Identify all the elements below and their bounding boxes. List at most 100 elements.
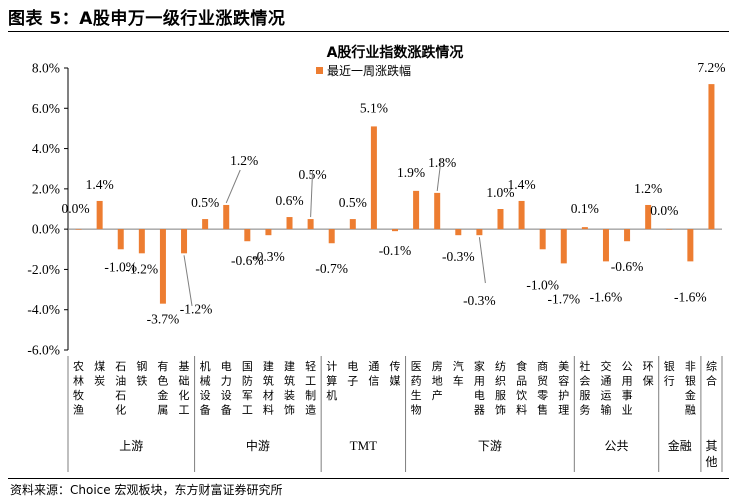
y-tick-label: -2.0% (27, 262, 60, 277)
leader-line (478, 237, 486, 284)
data-label: -0.6% (611, 259, 644, 274)
data-label: -3.7% (147, 312, 180, 327)
data-label: -0.6% (231, 253, 264, 268)
y-tick-label: 2.0% (32, 181, 60, 196)
bar (560, 229, 567, 264)
leader-line (310, 169, 314, 218)
data-label: -0.3% (442, 249, 475, 264)
data-label: -0.3% (463, 293, 496, 308)
data-label: -1.0% (526, 277, 559, 292)
data-label: -1.6% (674, 289, 707, 304)
data-label: -0.3% (252, 249, 285, 264)
category-label: 银行 (664, 359, 675, 388)
group-label: 其他 (705, 439, 717, 469)
bar (687, 229, 694, 262)
bar (138, 229, 145, 254)
category-label: 通信 (368, 360, 379, 388)
bar (307, 219, 314, 230)
y-tick-label: -4.0% (27, 302, 60, 317)
category-label: 建筑材料 (263, 359, 274, 417)
bar (181, 229, 188, 254)
data-label: 0.5% (339, 195, 367, 210)
data-label: 0.6% (275, 193, 303, 208)
data-label: 1.2% (230, 153, 258, 168)
figure-title: 图表 5：A股申万一级行业涨跌情况 (8, 9, 286, 29)
legend-label: 最近一周涨跌幅 (327, 63, 411, 78)
y-tick-label: 6.0% (32, 101, 60, 116)
category-label: 公用事业 (622, 360, 633, 417)
bar (581, 227, 588, 230)
group-label: 上游 (119, 439, 143, 453)
category-label: 美容护理 (558, 360, 569, 417)
data-label: 1.8% (428, 155, 456, 170)
data-label: -1.2% (126, 261, 159, 276)
bar (497, 209, 504, 230)
category-label: 房地产 (432, 360, 443, 402)
bar (244, 229, 251, 242)
category-label: 交通运输 (600, 359, 611, 417)
data-label: -1.0% (104, 259, 137, 274)
data-label: -0.7% (315, 261, 348, 276)
footer-divider (8, 478, 729, 479)
data-label: -1.6% (590, 289, 623, 304)
category-label: 钢铁 (136, 360, 147, 388)
group-label: 金融 (668, 438, 692, 453)
category-label: 综合 (706, 359, 717, 388)
group-label: 中游 (246, 438, 270, 453)
group-label: 公共 (605, 439, 629, 453)
data-label: 0.1% (571, 201, 599, 216)
data-label: 1.0% (486, 185, 514, 200)
category-label: 电力设备 (221, 360, 232, 417)
bar (518, 200, 525, 230)
bar (159, 229, 166, 304)
category-label: 机械设备 (200, 359, 211, 417)
data-label: 0.0% (61, 201, 89, 216)
bar (455, 229, 462, 236)
bar (202, 219, 209, 230)
category-label: 有色金属 (157, 359, 168, 417)
category-label: 农林牧渔 (73, 359, 84, 417)
data-label: 0.0% (650, 203, 678, 218)
category-label: 石油石化 (115, 360, 126, 417)
y-tick-label: 0.0% (32, 222, 60, 237)
bar (223, 204, 230, 230)
data-label: -1.7% (547, 291, 580, 306)
data-label: 7.2% (697, 60, 725, 75)
category-label: 传媒 (390, 360, 401, 388)
source-note: 资料来源：Choice 宏观板块，东方财富证券研究所 (10, 483, 283, 497)
category-label: 汽车 (453, 359, 464, 388)
category-label: 医药生物 (411, 360, 422, 417)
bar (96, 200, 103, 230)
bar (666, 229, 673, 230)
bar (708, 84, 715, 230)
category-label: 国防军工 (242, 360, 253, 417)
category-label: 煤炭 (94, 360, 105, 388)
category-label: 基础化工 (179, 360, 190, 417)
legend-swatch (316, 67, 323, 74)
category-label: 建筑装饰 (284, 359, 295, 417)
category-label: 商贸零售 (537, 359, 548, 417)
bar (117, 229, 124, 250)
leader-line (183, 255, 193, 307)
bar (75, 229, 82, 230)
data-label: -1.2% (180, 301, 213, 316)
category-label: 计算机 (326, 360, 337, 402)
category-label: 家用电器 (474, 359, 485, 417)
category-label: 食品饮料 (516, 359, 527, 417)
leader-line (436, 157, 442, 191)
leader-line (225, 169, 241, 204)
bar (645, 204, 652, 230)
bar (413, 190, 420, 230)
chart-title: A股行业指数涨跌情况 (327, 44, 464, 61)
bar-chart: A股行业指数涨跌情况最近一周涨跌幅8.0%6.0%4.0%2.0%0.0%-2.… (27, 44, 726, 472)
data-label: 0.5% (191, 195, 219, 210)
data-label: 1.9% (397, 165, 425, 180)
bar (624, 229, 631, 242)
data-label: 1.4% (508, 177, 536, 192)
category-label: 纺织服饰 (495, 359, 506, 417)
category-label: 社会服务 (579, 359, 590, 417)
bar (539, 229, 546, 250)
data-label: 5.1% (360, 100, 388, 115)
title-divider (8, 31, 729, 32)
group-label: TMT (350, 438, 378, 453)
